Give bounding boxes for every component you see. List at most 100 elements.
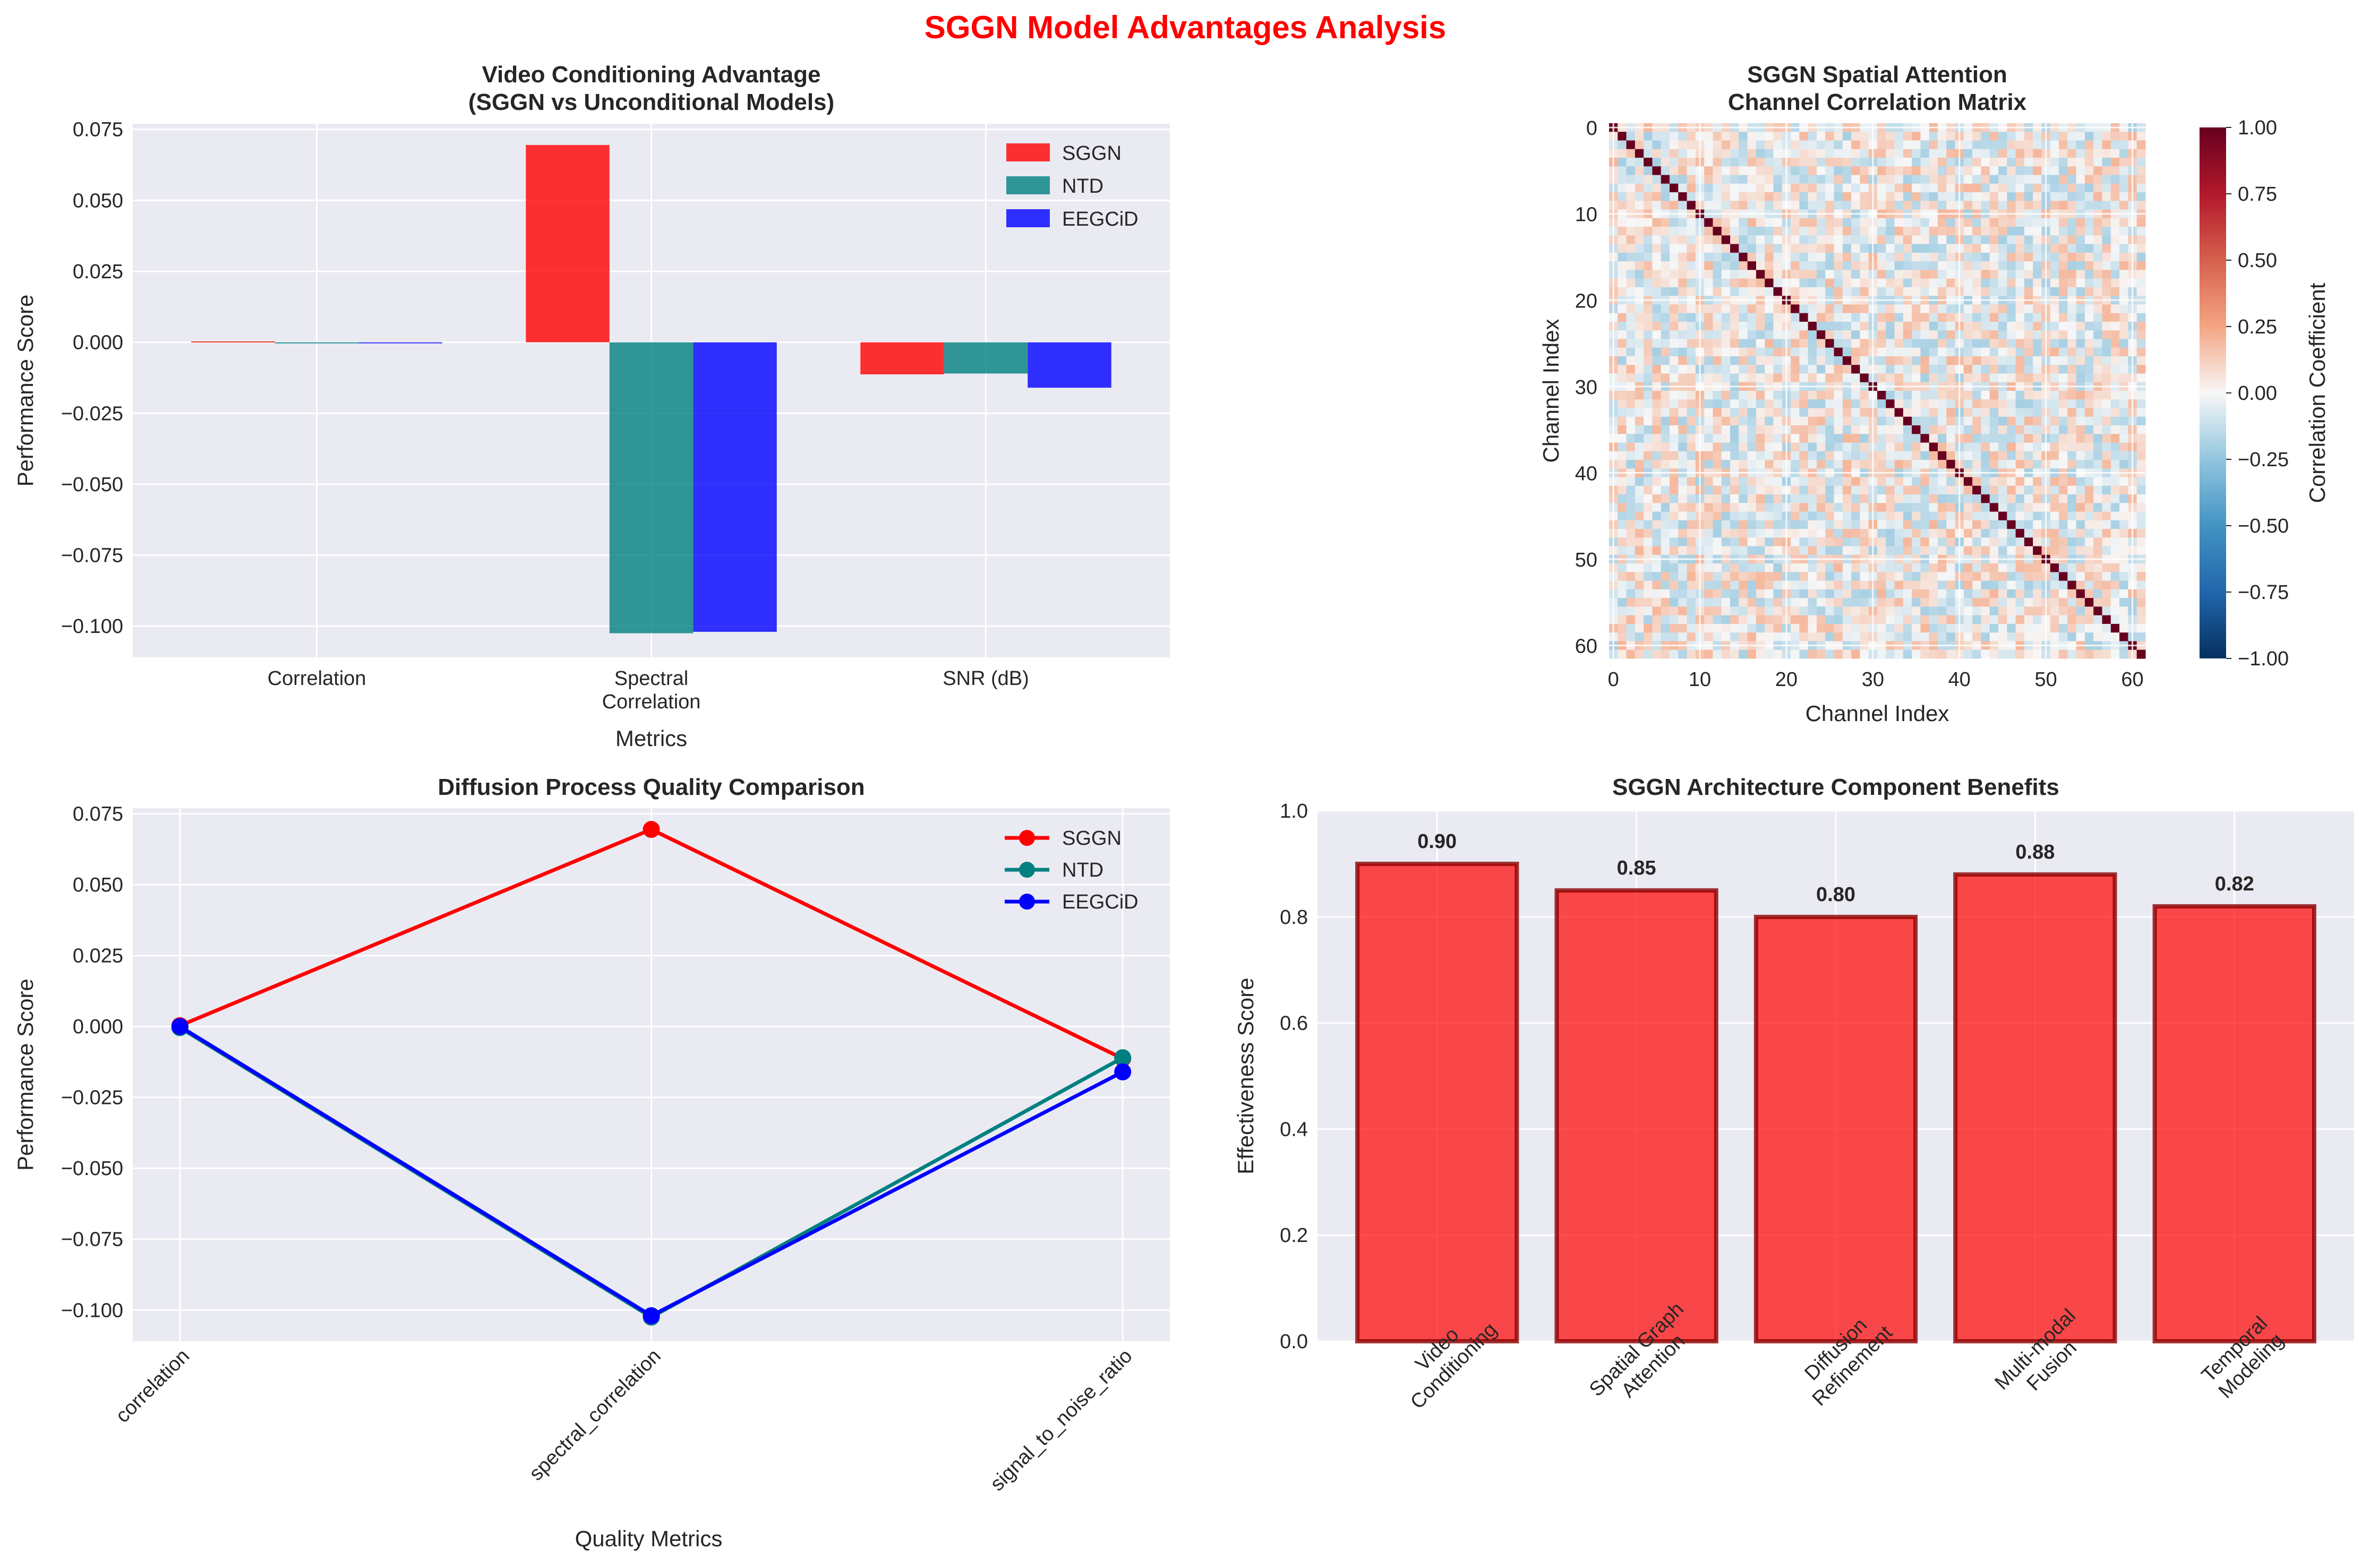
heatmap-cell [1972,442,1982,452]
heatmap-cell [1661,416,1670,426]
heatmap-cell [1981,183,1990,193]
heatmap-cell [2067,356,2077,365]
heatmap-cell [1816,175,1826,184]
heatmap-cell [1851,580,1861,590]
heatmap-cell [1920,313,1930,322]
heatmap-cell [1963,252,1973,262]
heatmap-cell [2067,563,2077,573]
heatmap-cell [1825,391,1835,400]
heatmap-cell [1704,451,1714,460]
heatmap-cell [1834,365,1843,374]
heatmap-cell [2015,158,2025,167]
heatmap-cell [2015,183,2025,193]
heatmap-cell [1938,572,1947,581]
heatmap-cell [1920,270,1930,279]
heatmap-cell [1886,537,1895,547]
heatmap-cell [2059,598,2068,607]
heatmap-cell [1791,235,1800,245]
heatmap-cell [1860,321,1869,331]
heatmap-cell [1704,339,1714,348]
heatmap-cell [1998,244,2007,253]
heatmap-cell [2015,477,2025,486]
heatmap-cell [2102,563,2111,573]
heatmap-cell [1799,537,1809,547]
heatmap-cell [1687,321,1696,331]
heatmap-cell [1851,218,1861,227]
heatmap-cell [1765,330,1774,340]
heatmap-cell [2067,460,2077,469]
heatmap-cell [1938,218,1947,227]
heatmap-cell [1670,615,1679,624]
heatmap-cell [1877,477,1886,486]
heatmap-cell [1652,408,1662,417]
heatmap-cell [1739,158,1748,167]
heatmap-cell [1687,460,1696,469]
heatmap-cell [1886,494,1895,503]
heatmap-cell [1721,408,1731,417]
heatmap-cell [2136,425,2146,434]
heatmap-cell [1739,649,1748,659]
heatmap-cell [2084,321,2094,331]
heatmap-cell [2007,477,2016,486]
heatmap-cell [1626,278,1636,288]
heatmap-cell [2024,649,2033,659]
heatmap-cell [1946,218,1956,227]
heatmap-cell [1739,460,1748,469]
heatmap-cell [1739,399,1748,409]
heatmap-cell [1972,632,1982,642]
heatmap-cell [1644,537,1653,547]
heatmap-cell [2136,460,2146,469]
heatmap-cell [1989,416,1999,426]
heatmap-cell [1618,589,1627,598]
heatmap-cell [1773,140,1783,150]
heatmap-cell [2093,183,2103,193]
heatmap-cell [2033,218,2042,227]
heatmap-cell [1739,321,1748,331]
heatmap-cell [1713,580,1722,590]
heatmap-cell [1912,416,1921,426]
heatmap-cell [1721,347,1731,357]
heatmap-cell [2015,537,2025,547]
heatmap-cell [1799,580,1809,590]
heatmap-cell [1773,546,1783,555]
heatmap-cell [1860,537,1869,547]
heatmap-cell [2067,649,2077,659]
heatmap-cell [1730,425,1739,434]
heatmap-cell [1635,218,1644,227]
heatmap-cell [1765,339,1774,348]
heatmap-cell [1851,416,1861,426]
heatmap-cell [1877,399,1886,409]
heatmap-cell [1920,606,1930,616]
heatmap-cell [1946,442,1956,452]
heatmap-cell [2059,304,2068,314]
heatmap-cell [1687,244,1696,253]
heatmap-cell [1946,408,1956,417]
heatmap-cell [2110,477,2120,486]
x-tick-label: signal_to_noise_ratio [986,1345,1137,1496]
heatmap-cell [1747,434,1757,443]
heatmap-cell [2007,132,2016,141]
heatmap-cell [1860,261,1869,270]
heatmap-cell [1825,218,1835,227]
heatmap-cell [1661,175,1670,184]
heatmap-cell [1851,183,1861,193]
heatmap-cell [1687,503,1696,512]
heatmap-cell [1626,132,1636,141]
heatmap-cell [1756,580,1765,590]
heatmap-cell [1886,287,1895,296]
heatmap-cell [2093,330,2103,340]
heatmap-cell [1791,649,1800,659]
heatmap-cell [1929,563,1938,573]
heatmap-cell [1998,149,2007,158]
heatmap-cell [1851,520,1861,529]
heatmap-cell [1886,252,1895,262]
heatmap-cell [2119,442,2129,452]
heatmap-cell [1661,520,1670,529]
heatmap-cell [1661,425,1670,434]
heatmap-cell [1791,485,1800,495]
bar-sggn [191,341,275,343]
heatmap-cell [1713,278,1722,288]
heatmap-cell [2093,244,2103,253]
heatmap-cell [1713,270,1722,279]
heatmap-cell [1678,347,1688,357]
